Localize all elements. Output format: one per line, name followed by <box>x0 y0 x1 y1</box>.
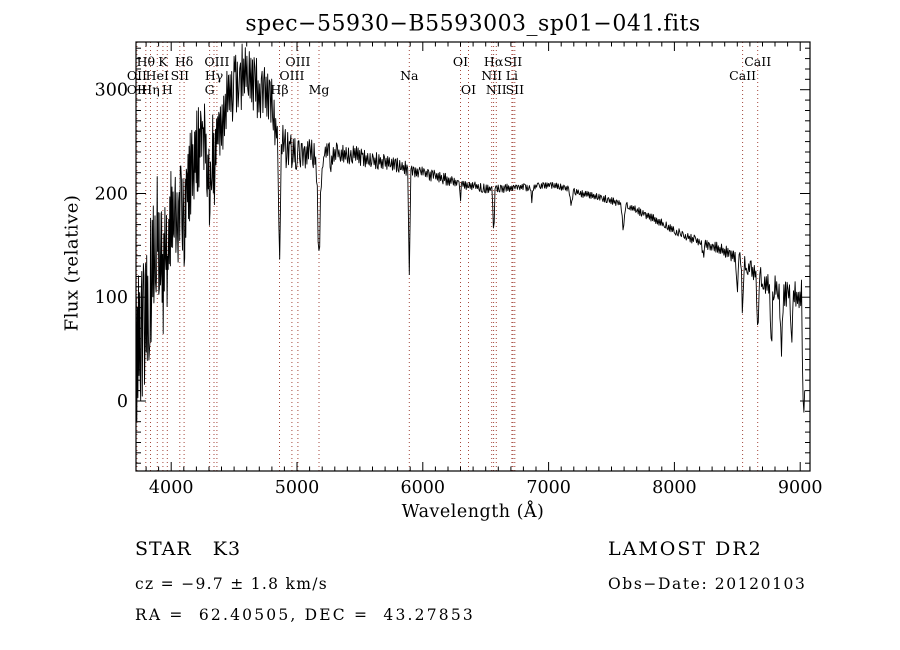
line-label-Li: Li <box>506 68 518 83</box>
line-label-Hα: Hα <box>484 54 504 69</box>
line-label-NII: NII <box>481 68 502 83</box>
x-tick-label: 9000 <box>778 478 823 498</box>
line-label-Hθ: Hθ <box>137 54 155 69</box>
x-tick-label: 5000 <box>275 478 320 498</box>
line-label-K: K <box>158 54 168 69</box>
axis-ticks <box>136 42 810 471</box>
line-label-OI: OI <box>453 54 468 69</box>
line-label-OII: OII <box>127 68 147 83</box>
observation-date: Obs−Date: 20120103 <box>608 575 807 593</box>
x-tick-label: 7000 <box>526 478 571 498</box>
x-tick-labels: 4000 5000 6000 7000 8000 9000 <box>149 478 823 498</box>
survey-release: LAMOST DR2 <box>608 538 763 560</box>
page-title: spec−55930−B5593003_sp01−041.fits <box>245 11 701 37</box>
line-label-OI: OI <box>461 82 476 97</box>
line-label-OIII: OIII <box>285 54 310 69</box>
y-tick-label: 300 <box>95 81 128 101</box>
y-tick-labels: 0 100 200 300 <box>95 81 128 412</box>
y-tick-label: 200 <box>95 185 128 205</box>
line-label-NII: NII <box>486 82 507 97</box>
radial-velocity: cz = −9.7 ± 1.8 km/s <box>135 575 329 593</box>
line-label-SII: SII <box>171 68 190 83</box>
line-label-G: G <box>205 82 215 97</box>
spectral-line-markers <box>136 42 759 471</box>
y-tick-label: 100 <box>95 288 128 308</box>
x-tick-label: 6000 <box>401 478 446 498</box>
x-tick-label: 8000 <box>652 478 697 498</box>
line-label-CaII: CaII <box>729 68 756 83</box>
line-label-SII: SII <box>504 54 523 69</box>
plot-border <box>135 41 811 472</box>
axes-frame <box>135 41 811 472</box>
line-label-OIII: OIII <box>204 54 229 69</box>
x-axis-label: Wavelength (Å) <box>401 502 545 522</box>
line-label-H: H <box>162 82 173 97</box>
line-label-Hδ: Hδ <box>175 54 193 69</box>
ra-dec-coordinates: RA = 62.40505, DEC = 43.27853 <box>135 606 475 624</box>
line-label-Hβ: Hβ <box>270 82 288 97</box>
star-classification: STAR K3 <box>135 538 242 560</box>
line-label-Hγ: Hγ <box>205 68 223 83</box>
spectrum-trace <box>135 43 806 422</box>
line-label-Hη: Hη <box>141 82 159 97</box>
spectral-line-labels: OIIOIIHθHηHeIKHSIIHδGHγOIIIHβOIIIOIIIMgN… <box>127 54 771 97</box>
line-label-Mg: Mg <box>309 82 330 97</box>
line-label-HeI: HeI <box>146 68 169 83</box>
flux-polyline <box>135 43 806 422</box>
x-tick-label: 4000 <box>149 478 194 498</box>
y-tick-label: 0 <box>117 392 128 412</box>
line-label-CaII: CaII <box>744 54 771 69</box>
line-label-Na: Na <box>400 68 419 83</box>
line-label-SII: SII <box>506 82 525 97</box>
line-label-OIII: OIII <box>279 68 304 83</box>
